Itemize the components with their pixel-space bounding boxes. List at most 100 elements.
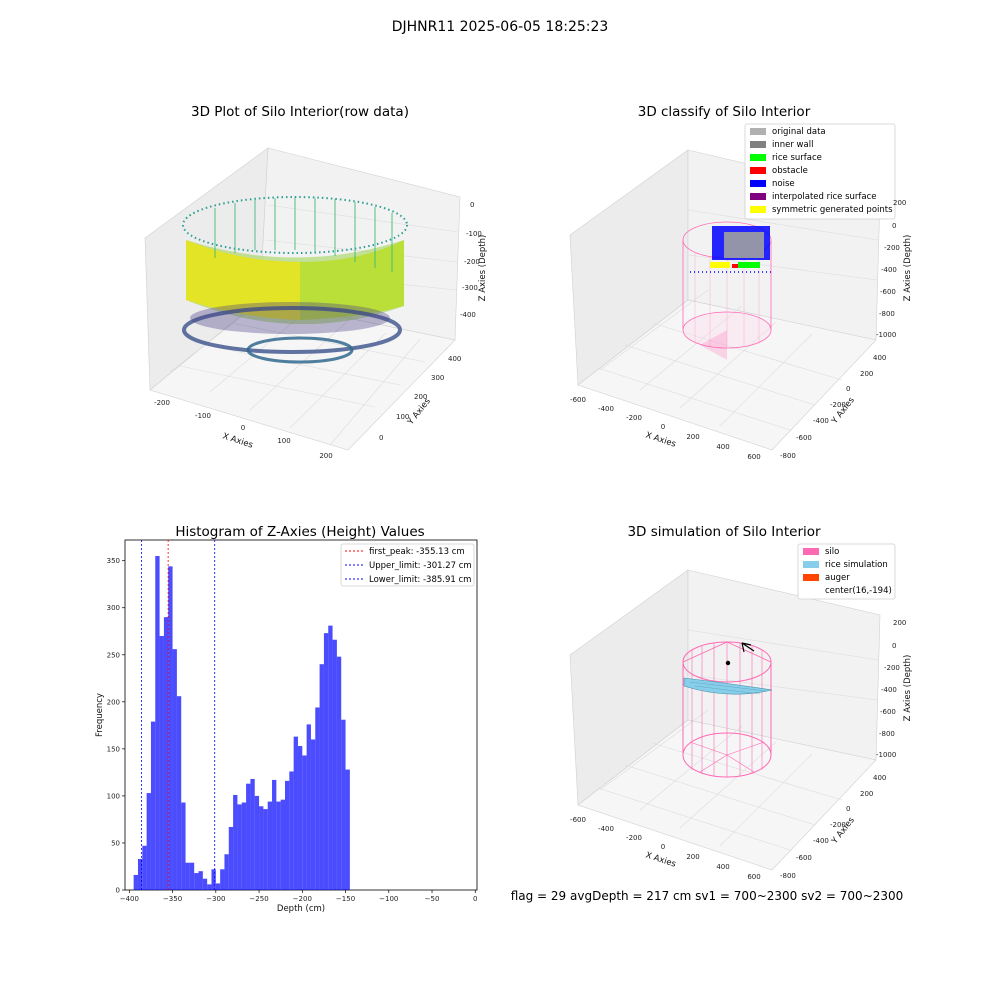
cls-ztick: -600 (880, 288, 896, 296)
cls-yticks: -800 -600 -400 -200 0 200 400 (780, 354, 886, 460)
histogram-bars (133, 555, 350, 890)
cls-ytick: -800 (780, 452, 796, 460)
histogram-ytick-label: 0 (116, 887, 120, 895)
histogram-bar (168, 566, 173, 890)
legend-swatch (750, 154, 766, 161)
panel-raw-title: 3D Plot of Silo Interior(row data) (191, 104, 409, 120)
histogram-bar (181, 802, 186, 890)
histogram-xlabel: Depth (cm) (277, 904, 325, 914)
legend-label: rice surface (772, 153, 822, 163)
histogram-bar (259, 806, 264, 890)
sim-ztick: 0 (892, 642, 896, 650)
raw-ztick: -300 (462, 284, 478, 292)
histogram-bar (267, 801, 273, 890)
sim-ytick: -400 (813, 837, 829, 845)
histogram-bar (306, 724, 311, 890)
sim-auger (725, 642, 755, 666)
sim-ylabel: Y Axies (829, 815, 857, 847)
histogram-bar (224, 854, 229, 890)
raw-pane-floor (149, 299, 456, 451)
raw-xtick: 0 (241, 424, 245, 432)
histogram-bar (176, 696, 182, 890)
cls-xtick: 0 (661, 423, 665, 431)
sim-xtick: -400 (598, 825, 614, 833)
raw-ytick: 300 (431, 374, 444, 382)
histogram-xtick-label: −250 (249, 895, 268, 903)
histogram-bar (185, 862, 190, 890)
legend-swatch (750, 128, 766, 135)
cls-ytick: 0 (846, 385, 850, 393)
sim-silo-wireframe (682, 641, 772, 778)
cls-zticks: 200 0 -200 -400 -600 -800 -1000 (876, 199, 906, 339)
histogram-ytick-label: 150 (107, 745, 120, 753)
histogram-bar (155, 555, 160, 890)
legend-label: center(16,-194) (825, 586, 892, 596)
sim-xticks: -600 -400 -200 0 200 400 600 (570, 816, 761, 881)
cls-ztick: -1000 (876, 331, 896, 339)
cls-ytick: 200 (860, 370, 873, 378)
cls-ztick: 200 (893, 199, 906, 207)
histogram-bar (263, 809, 268, 890)
legend-label: rice simulation (825, 560, 888, 570)
histogram-legend: first_peak: -355.13 cm Upper_limit: -301… (340, 543, 475, 587)
histogram-bar (237, 804, 242, 890)
histogram-bar (315, 707, 320, 890)
legend-swatch (750, 167, 766, 174)
histogram-ylabel: Frequency (95, 693, 105, 737)
legend-label: Lower_limit: -385.91 cm (369, 575, 471, 585)
histogram-bar (133, 874, 138, 890)
cls-xlabel: X Axies (644, 430, 677, 449)
panel-sim-title: 3D simulation of Silo Interior (627, 524, 821, 540)
legend-swatch (750, 141, 766, 148)
sim-xtick: -600 (570, 816, 586, 824)
cls-xtick: 200 (686, 433, 699, 441)
histogram-bar (163, 617, 169, 890)
histogram-bar (246, 783, 251, 890)
sim-ztick: 200 (893, 619, 906, 627)
cls-zlabel: Z Axies (Depth) (903, 235, 913, 302)
histogram-bar (285, 780, 290, 890)
sim-zlabel: Z Axies (Depth) (903, 655, 913, 722)
histogram-bar (254, 795, 260, 890)
histogram-bar (159, 635, 164, 890)
histogram-bar (319, 664, 324, 890)
histogram-bar (228, 826, 234, 890)
histogram-ytick-label: 200 (107, 698, 120, 706)
histogram-bar (146, 793, 151, 890)
sim-ytick: -800 (780, 872, 796, 880)
legend-label: Upper_limit: -301.27 cm (369, 561, 472, 571)
legend-swatch (803, 574, 819, 581)
histogram-bar (220, 869, 225, 890)
sim-ztick: -200 (884, 664, 900, 672)
raw-xtick: -200 (154, 399, 170, 407)
histogram-bar (189, 862, 195, 890)
sim-xlabel: X Axies (644, 850, 677, 869)
cls-xtick: -600 (570, 396, 586, 404)
histogram-ytick-label: 300 (107, 604, 120, 612)
histogram-xtick-label: 0 (473, 895, 477, 903)
histogram-ytick-label: 350 (107, 557, 120, 565)
legend-label: auger (825, 573, 850, 583)
raw-ztick: -100 (466, 230, 482, 238)
raw-xtick: 100 (277, 437, 290, 445)
sim-ytick: -600 (796, 854, 812, 862)
cls-xticks: -600 -400 -200 0 200 400 600 (570, 396, 761, 461)
cls-ylabel: Y Axies (829, 395, 857, 427)
sim-legend: silo rice simulation auger center(16,-19… (797, 543, 896, 600)
cls-pane-floor (577, 299, 877, 451)
legend-label: noise (772, 179, 795, 189)
cls-gridlines (597, 209, 879, 431)
sim-ztick: -1000 (876, 751, 896, 759)
histogram-bar (215, 883, 221, 890)
cls-ztick: -800 (879, 310, 895, 318)
histogram-bar (241, 802, 247, 890)
raw-yticks: 0 100 200 300 400 (379, 355, 461, 442)
histogram-yticks: 0 50 100 150 200 250 300 350 (107, 557, 125, 895)
cls-silo-wireframe (682, 221, 772, 360)
raw-ytick: 0 (379, 434, 383, 442)
raw-xtick: 200 (319, 452, 332, 460)
summary-text: flag = 29 avgDepth = 217 cm sv1 = 700~23… (511, 889, 904, 903)
histogram-bar (276, 801, 281, 890)
raw-ytick: 400 (448, 355, 461, 363)
